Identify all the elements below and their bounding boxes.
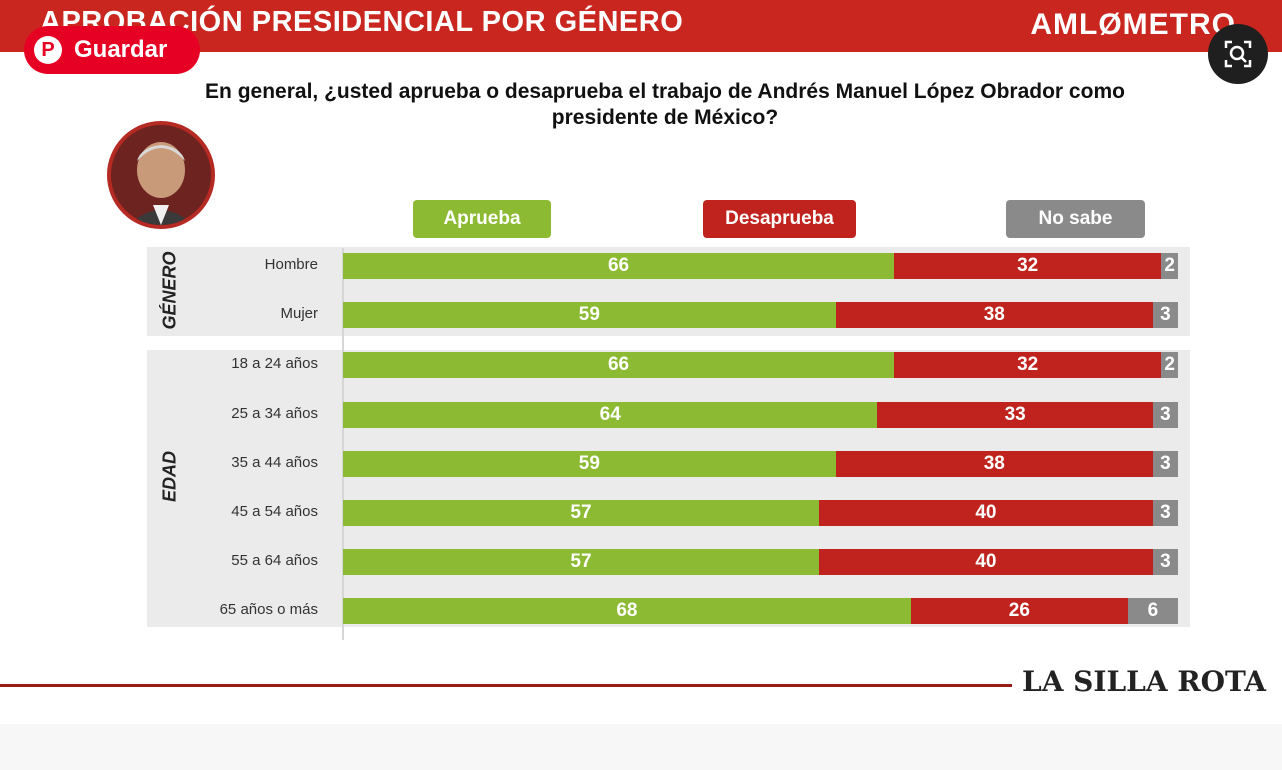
data-label: 40 — [975, 502, 997, 523]
group-panel-edad — [147, 350, 1190, 627]
bar-segment-desaprueba: 32 — [894, 352, 1162, 378]
legend-aprueba: Aprueba — [413, 200, 551, 238]
bar-segment-aprueba: 59 — [343, 302, 836, 328]
category-label: 65 años o más — [219, 601, 318, 618]
bar-segment-aprueba: 59 — [343, 451, 836, 477]
legend-desaprueba: Desaprueba — [703, 200, 856, 238]
data-label: 3 — [1160, 453, 1171, 474]
stacked-bar: 59 38 3 — [343, 451, 1178, 477]
bar-segment-desaprueba: 38 — [835, 451, 1153, 477]
visual-search-button[interactable] — [1208, 24, 1268, 84]
bar-segment-aprueba: 66 — [343, 352, 895, 378]
chart-title: En general, ¿usted aprueba o desaprueba … — [205, 80, 1125, 129]
stacked-bar: 57 40 3 — [343, 500, 1178, 526]
bar-segment-desaprueba: 38 — [835, 302, 1153, 328]
data-label: 32 — [1017, 354, 1039, 375]
bar-segment-aprueba: 57 — [343, 500, 819, 526]
data-label: 38 — [983, 453, 1005, 474]
data-label: 3 — [1160, 502, 1171, 523]
bar-segment-aprueba: 68 — [343, 598, 911, 624]
legend-no-sabe: No sabe — [1006, 200, 1145, 238]
bar-segment-no-sabe: 2 — [1161, 352, 1178, 378]
brand-logo: AMLØMETRO — [1030, 8, 1236, 41]
visual-search-icon — [1224, 40, 1252, 68]
bar-segment-no-sabe: 6 — [1127, 598, 1178, 624]
data-label: 68 — [616, 600, 638, 621]
data-label: 26 — [1008, 600, 1030, 621]
footer-logo: LA SILLA ROTA — [1022, 665, 1267, 698]
data-label: 3 — [1160, 551, 1171, 572]
data-label: 3 — [1160, 404, 1171, 425]
data-label: 59 — [578, 304, 600, 325]
president-photo — [107, 121, 215, 229]
bar-segment-aprueba: 66 — [343, 253, 895, 279]
bar-segment-no-sabe: 3 — [1152, 549, 1178, 575]
data-label: 66 — [607, 255, 630, 276]
bar-segment-no-sabe: 2 — [1161, 253, 1178, 279]
data-label: 33 — [1004, 404, 1026, 425]
bar-segment-aprueba: 64 — [343, 402, 878, 428]
category-label: 18 a 24 años — [231, 355, 318, 372]
category-label: 25 a 34 años — [231, 405, 318, 422]
category-label: Hombre — [264, 256, 318, 273]
data-label: 57 — [570, 551, 592, 572]
data-label: 38 — [983, 304, 1005, 325]
data-label: 66 — [607, 354, 630, 375]
stacked-bar: 59 38 3 — [343, 302, 1178, 328]
data-label: 59 — [578, 453, 600, 474]
stacked-bar: 66 32 2 — [343, 253, 1178, 279]
bar-segment-no-sabe: 3 — [1152, 302, 1178, 328]
footer-band — [0, 724, 1282, 770]
bar-segment-desaprueba: 32 — [894, 253, 1162, 279]
footer-rule — [0, 684, 1012, 687]
category-label: 55 a 64 años — [231, 552, 318, 569]
bar-segment-aprueba: 57 — [343, 549, 819, 575]
stacked-bar: 66 32 2 — [343, 352, 1178, 378]
data-label: 3 — [1160, 304, 1171, 325]
data-label: 2 — [1164, 354, 1175, 375]
stacked-bar: 68 26 6 — [343, 598, 1178, 624]
data-label: 2 — [1164, 255, 1175, 276]
bar-segment-desaprueba: 40 — [818, 500, 1153, 526]
axis-divider — [342, 248, 344, 640]
data-label: 57 — [570, 502, 592, 523]
bar-segment-no-sabe: 3 — [1152, 402, 1178, 428]
bar-segment-no-sabe: 3 — [1152, 451, 1178, 477]
pinterest-icon: P — [34, 36, 62, 64]
bar-segment-desaprueba: 40 — [818, 549, 1153, 575]
category-label: 35 a 44 años — [231, 454, 318, 471]
data-label: 64 — [599, 404, 621, 425]
category-label: Mujer — [280, 305, 318, 322]
stacked-bar: 57 40 3 — [343, 549, 1178, 575]
header-bar — [0, 0, 1282, 52]
data-label: 6 — [1147, 600, 1159, 621]
data-label: 32 — [1017, 255, 1039, 276]
bar-segment-no-sabe: 3 — [1152, 500, 1178, 526]
stacked-bar: 64 33 3 — [343, 402, 1178, 428]
category-label: 45 a 54 años — [231, 503, 318, 520]
save-button[interactable]: P Guardar — [24, 26, 200, 74]
bar-segment-desaprueba: 26 — [910, 598, 1128, 624]
bar-segment-desaprueba: 33 — [877, 402, 1153, 428]
data-label: 40 — [975, 551, 997, 572]
save-button-label: Guardar — [74, 36, 168, 63]
